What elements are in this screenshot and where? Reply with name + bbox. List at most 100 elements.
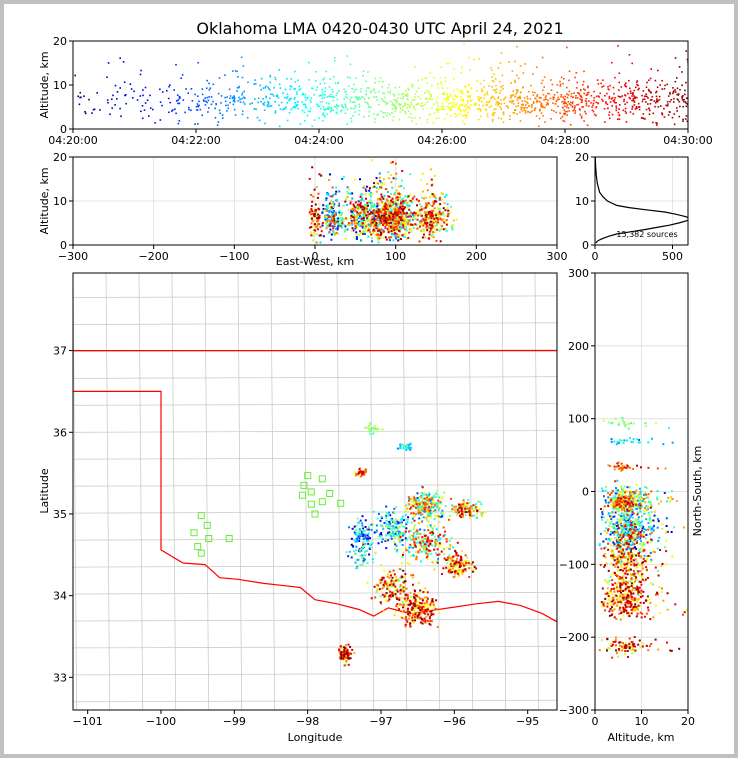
- source-point: [686, 103, 688, 105]
- source-point: [388, 215, 391, 217]
- source-point: [591, 109, 594, 111]
- source-point: [602, 100, 604, 102]
- source-point: [558, 98, 560, 101]
- source-point: [453, 78, 455, 80]
- source-point: [358, 550, 361, 553]
- source-point: [421, 520, 423, 523]
- source-point: [461, 66, 463, 69]
- source-point: [434, 496, 436, 499]
- source-point: [436, 560, 439, 562]
- source-point: [422, 546, 425, 549]
- source-point: [666, 530, 669, 533]
- source-point: [243, 90, 245, 93]
- source-point: [356, 98, 358, 101]
- county-line: [73, 430, 557, 433]
- source-point: [465, 86, 467, 88]
- source-point: [290, 78, 293, 80]
- source-point: [449, 568, 452, 571]
- source-point: [379, 186, 382, 189]
- source-point: [434, 492, 437, 495]
- source-point: [394, 110, 396, 113]
- source-point: [464, 507, 467, 510]
- source-point: [630, 528, 633, 531]
- source-point: [353, 531, 356, 534]
- source-point: [449, 115, 452, 117]
- source-point: [431, 499, 434, 502]
- source-point: [461, 550, 464, 553]
- source-point: [368, 525, 370, 528]
- source-point: [286, 93, 289, 96]
- source-point: [416, 501, 419, 504]
- source-point: [162, 91, 164, 93]
- source-point: [362, 70, 365, 72]
- source-point: [512, 94, 515, 96]
- source-point: [435, 216, 438, 219]
- source-point: [523, 97, 526, 99]
- source-point: [380, 220, 383, 223]
- source-point: [417, 511, 420, 514]
- source-point: [579, 109, 581, 111]
- source-point: [497, 117, 500, 119]
- source-point: [492, 118, 494, 121]
- source-point: [402, 219, 405, 222]
- source-point: [392, 594, 394, 597]
- source-point: [437, 516, 440, 519]
- source-point: [397, 522, 400, 525]
- source-point: [435, 219, 438, 222]
- source-point: [351, 192, 354, 195]
- source-point: [347, 654, 350, 657]
- source-point: [631, 99, 633, 102]
- source-point: [380, 186, 383, 189]
- source-point: [394, 224, 397, 226]
- source-point: [424, 103, 426, 106]
- source-point: [602, 540, 605, 543]
- source-point: [383, 582, 386, 585]
- source-point: [412, 583, 414, 586]
- source-point: [435, 540, 438, 543]
- source-point: [321, 101, 324, 103]
- source-point: [436, 548, 439, 551]
- source-point: [333, 219, 336, 222]
- source-point: [269, 81, 272, 84]
- source-point: [325, 204, 328, 207]
- source-point: [428, 230, 431, 233]
- source-point: [386, 114, 388, 117]
- source-point: [564, 110, 567, 113]
- source-point: [417, 613, 420, 616]
- source-point: [175, 112, 177, 115]
- source-point: [212, 100, 214, 103]
- source-point: [467, 95, 470, 98]
- source-point: [667, 95, 670, 97]
- source-point: [455, 505, 457, 508]
- source-point: [641, 520, 644, 523]
- source-point: [420, 496, 423, 499]
- source-point: [442, 92, 445, 94]
- source-point: [388, 595, 391, 598]
- source-point: [419, 224, 422, 227]
- source-point: [313, 119, 316, 121]
- source-point: [362, 232, 365, 235]
- source-point: [388, 209, 391, 212]
- source-point: [439, 533, 442, 536]
- source-point: [411, 500, 414, 503]
- source-point: [366, 87, 369, 89]
- source-point: [631, 62, 633, 65]
- source-point: [464, 564, 467, 567]
- source-point: [428, 196, 431, 199]
- source-point: [499, 106, 502, 108]
- source-point: [629, 87, 631, 90]
- source-point: [354, 201, 357, 204]
- source-point: [373, 214, 376, 217]
- source-point: [379, 179, 382, 182]
- source-point: [658, 536, 661, 539]
- source-point: [373, 585, 376, 588]
- source-point: [377, 224, 380, 227]
- source-point: [629, 538, 632, 541]
- source-point: [377, 213, 380, 216]
- source-point: [444, 209, 447, 212]
- source-point: [478, 104, 480, 106]
- source-point: [683, 98, 685, 101]
- source-point: [522, 104, 524, 107]
- source-point: [350, 556, 353, 559]
- source-point: [301, 101, 303, 103]
